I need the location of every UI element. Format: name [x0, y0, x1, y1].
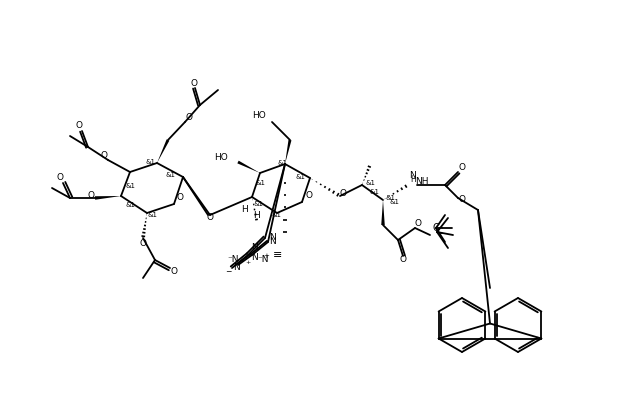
Text: ⁻N: ⁻N [228, 255, 239, 264]
Text: O: O [186, 114, 193, 123]
Text: +: + [245, 261, 251, 266]
Text: C: C [437, 228, 443, 237]
Text: N: N [269, 233, 276, 242]
Text: O: O [190, 79, 197, 88]
Text: O: O [176, 193, 183, 202]
Text: H: H [253, 211, 260, 220]
Text: &1: &1 [165, 172, 175, 178]
Text: ⁻N: ⁻N [257, 255, 269, 264]
Polygon shape [285, 140, 291, 164]
Text: N: N [410, 171, 416, 180]
Text: &1: &1 [295, 174, 305, 180]
Text: O: O [339, 189, 346, 198]
Text: N: N [234, 263, 240, 272]
Text: O: O [415, 220, 422, 228]
Text: O: O [56, 173, 63, 182]
Polygon shape [95, 196, 121, 200]
Text: O: O [171, 268, 178, 277]
Text: O: O [100, 151, 107, 160]
Text: &1: &1 [256, 180, 266, 186]
Text: &1: &1 [390, 199, 400, 205]
Text: O: O [458, 195, 466, 204]
Text: O: O [87, 191, 95, 200]
Text: HO: HO [214, 154, 228, 162]
Text: HO: HO [252, 112, 266, 121]
Text: ≡: ≡ [273, 250, 283, 260]
Text: H: H [410, 176, 416, 184]
Text: N: N [252, 252, 258, 261]
Polygon shape [157, 140, 169, 163]
Text: N: N [270, 237, 276, 246]
Text: H: H [241, 206, 248, 215]
Text: O: O [75, 121, 83, 130]
Text: C: C [433, 223, 439, 233]
Text: &1: &1 [370, 189, 380, 195]
Text: N: N [252, 244, 258, 252]
Text: &1: &1 [277, 160, 287, 166]
Text: &1: &1 [253, 201, 263, 207]
Text: O: O [305, 191, 312, 200]
Text: −: − [225, 268, 231, 277]
Polygon shape [381, 200, 385, 225]
Text: O: O [399, 255, 406, 264]
Text: O: O [140, 239, 147, 248]
Text: O: O [207, 213, 214, 222]
Text: O: O [458, 163, 466, 173]
Text: &1: &1 [145, 159, 155, 165]
Text: +: + [263, 253, 269, 259]
Text: &1: &1 [126, 183, 136, 189]
Text: &1: &1 [148, 212, 158, 218]
Text: &1: &1 [126, 202, 136, 208]
Text: NH: NH [415, 178, 428, 187]
Text: &1: &1 [385, 195, 395, 201]
Polygon shape [238, 161, 260, 173]
Text: &1: &1 [272, 212, 282, 218]
Text: &1: &1 [365, 180, 375, 186]
